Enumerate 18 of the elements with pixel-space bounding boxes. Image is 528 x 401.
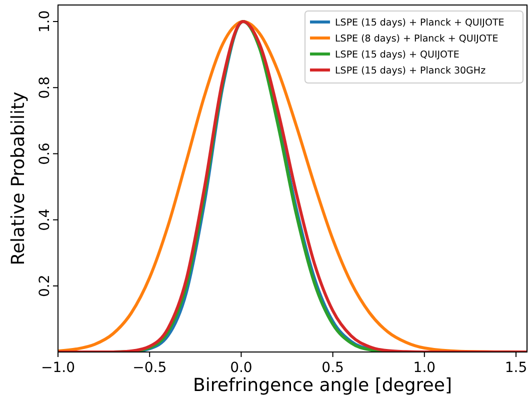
y-tick-label: 0.8 [37,76,53,99]
legend-label: LSPE (8 days) + Planck + QUIJOTE [335,34,498,44]
x-tick-label: 1.0 [413,360,436,376]
y-tick-label: 0.4 [37,208,53,231]
x-tick-label: 1.5 [504,360,528,376]
y-tick-label: 0.2 [37,274,53,298]
line-series [58,20,527,352]
legend-label: LSPE (15 days) + QUIJOTE [335,50,460,60]
x-tick-label: 0.5 [322,360,344,376]
y-tick-label: 0.6 [37,142,53,165]
legend-label: LSPE (15 days) + Planck + QUIJOTE [335,18,504,28]
y-axis-title: Relative Probability [8,91,29,266]
x-tick-label: 0.0 [230,360,252,376]
x-tick-label: −1.0 [41,360,75,376]
legend-label: LSPE (15 days) + Planck 30GHz [335,66,486,76]
y-tick-label: 1.0 [37,10,53,33]
x-tick-label: −0.5 [132,360,167,376]
x-axis-title: Birefringence angle [degree] [193,375,452,396]
